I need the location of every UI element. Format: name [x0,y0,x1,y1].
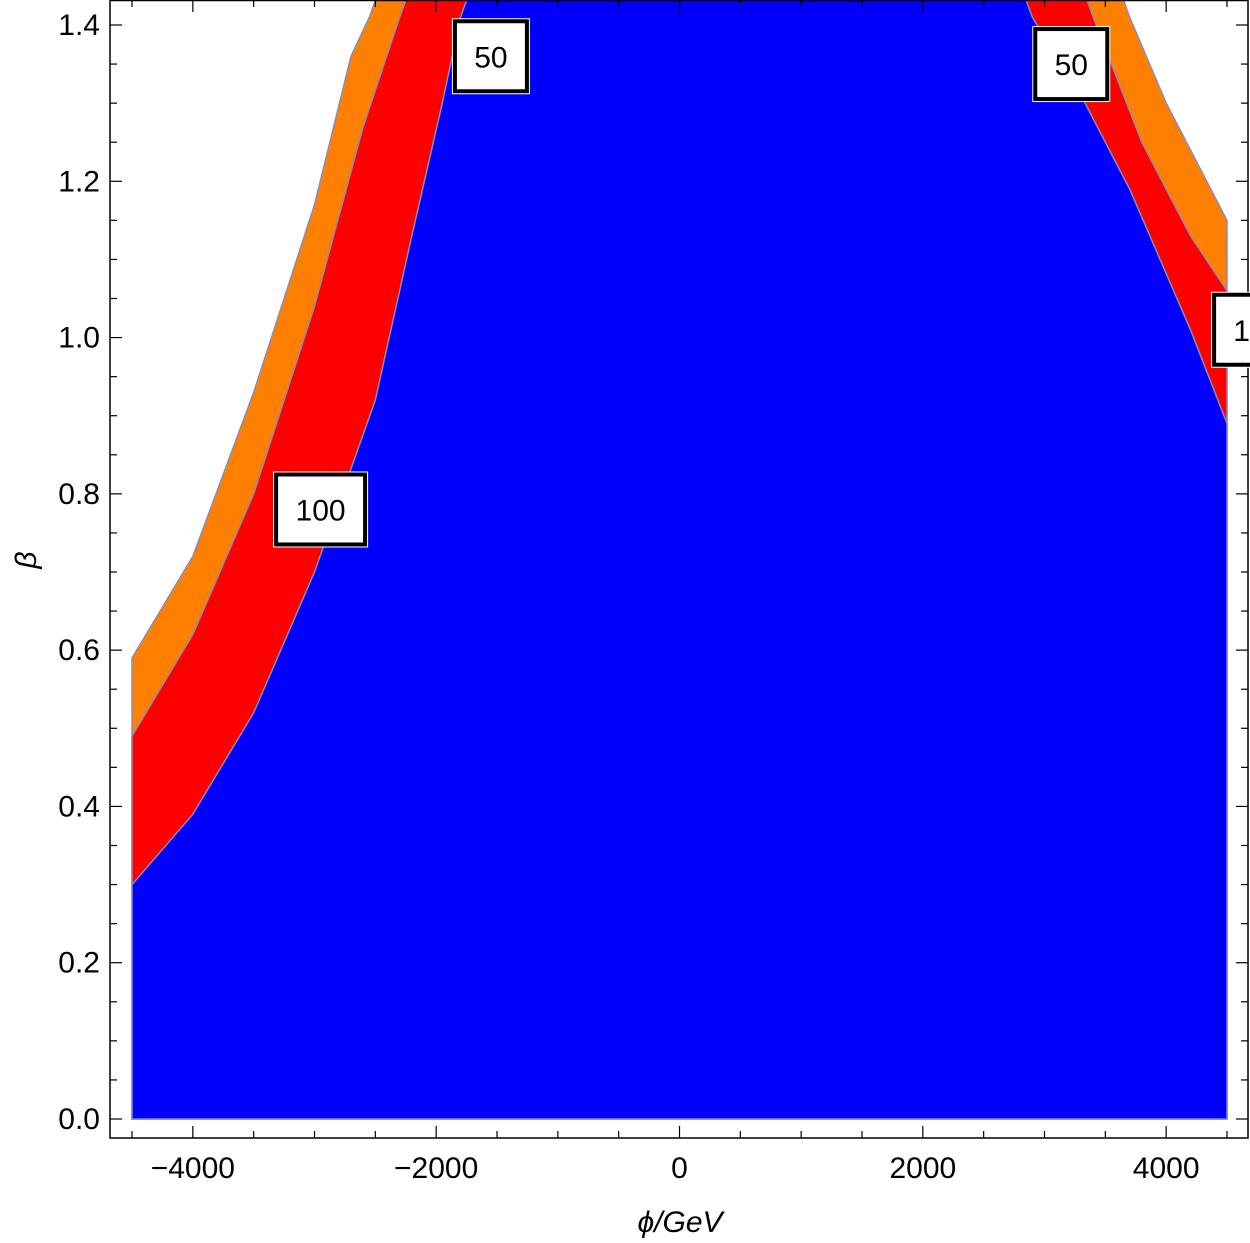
contour-label-box [1212,292,1250,367]
y-tick-label: 0.2 [58,947,100,980]
y-tick-label: 0.4 [58,790,100,823]
x-tick-label: −4000 [151,1152,235,1185]
contour-labels: 100 50 50 1 [273,18,1250,548]
axis-ticks: −4000 −2000 0 2000 4000 0.0 0.2 0.4 0.6 0.8 1.0 1.2… [58,0,1248,1185]
y-tick-label: 1.0 [58,322,100,355]
x-tick-label: −2000 [394,1152,478,1185]
contour-regions [131,0,1228,1120]
y-tick-label: 0.0 [58,1103,100,1136]
x-tick-label: 2000 [889,1152,956,1185]
region-inner [131,0,1228,1120]
contour-label-text: 50 [474,41,507,74]
x-axis-title: ϕ/GeV [637,1206,725,1239]
contour-label-box [1033,27,1110,102]
contour-label: 100 [273,471,369,548]
contour-label: 1 [1211,291,1250,368]
y-tick-label: 1.2 [58,165,100,198]
x-tick-label: 0 [671,1152,688,1185]
contour-label: 50 [451,18,530,95]
contour-label-text: 100 [296,494,346,527]
x-tick-label: 4000 [1133,1152,1200,1185]
contour-label-text: 50 [1055,49,1088,82]
y-tick-label: 1.4 [58,9,100,42]
contour-label-box [274,472,368,547]
contour-label-text: 1 [1233,315,1250,348]
y-axis-title: β [10,551,43,569]
contour-label-box [452,19,529,94]
contour-label: 50 [1032,26,1111,103]
y-tick-label: 0.8 [58,478,100,511]
y-tick-label: 0.6 [58,634,100,667]
